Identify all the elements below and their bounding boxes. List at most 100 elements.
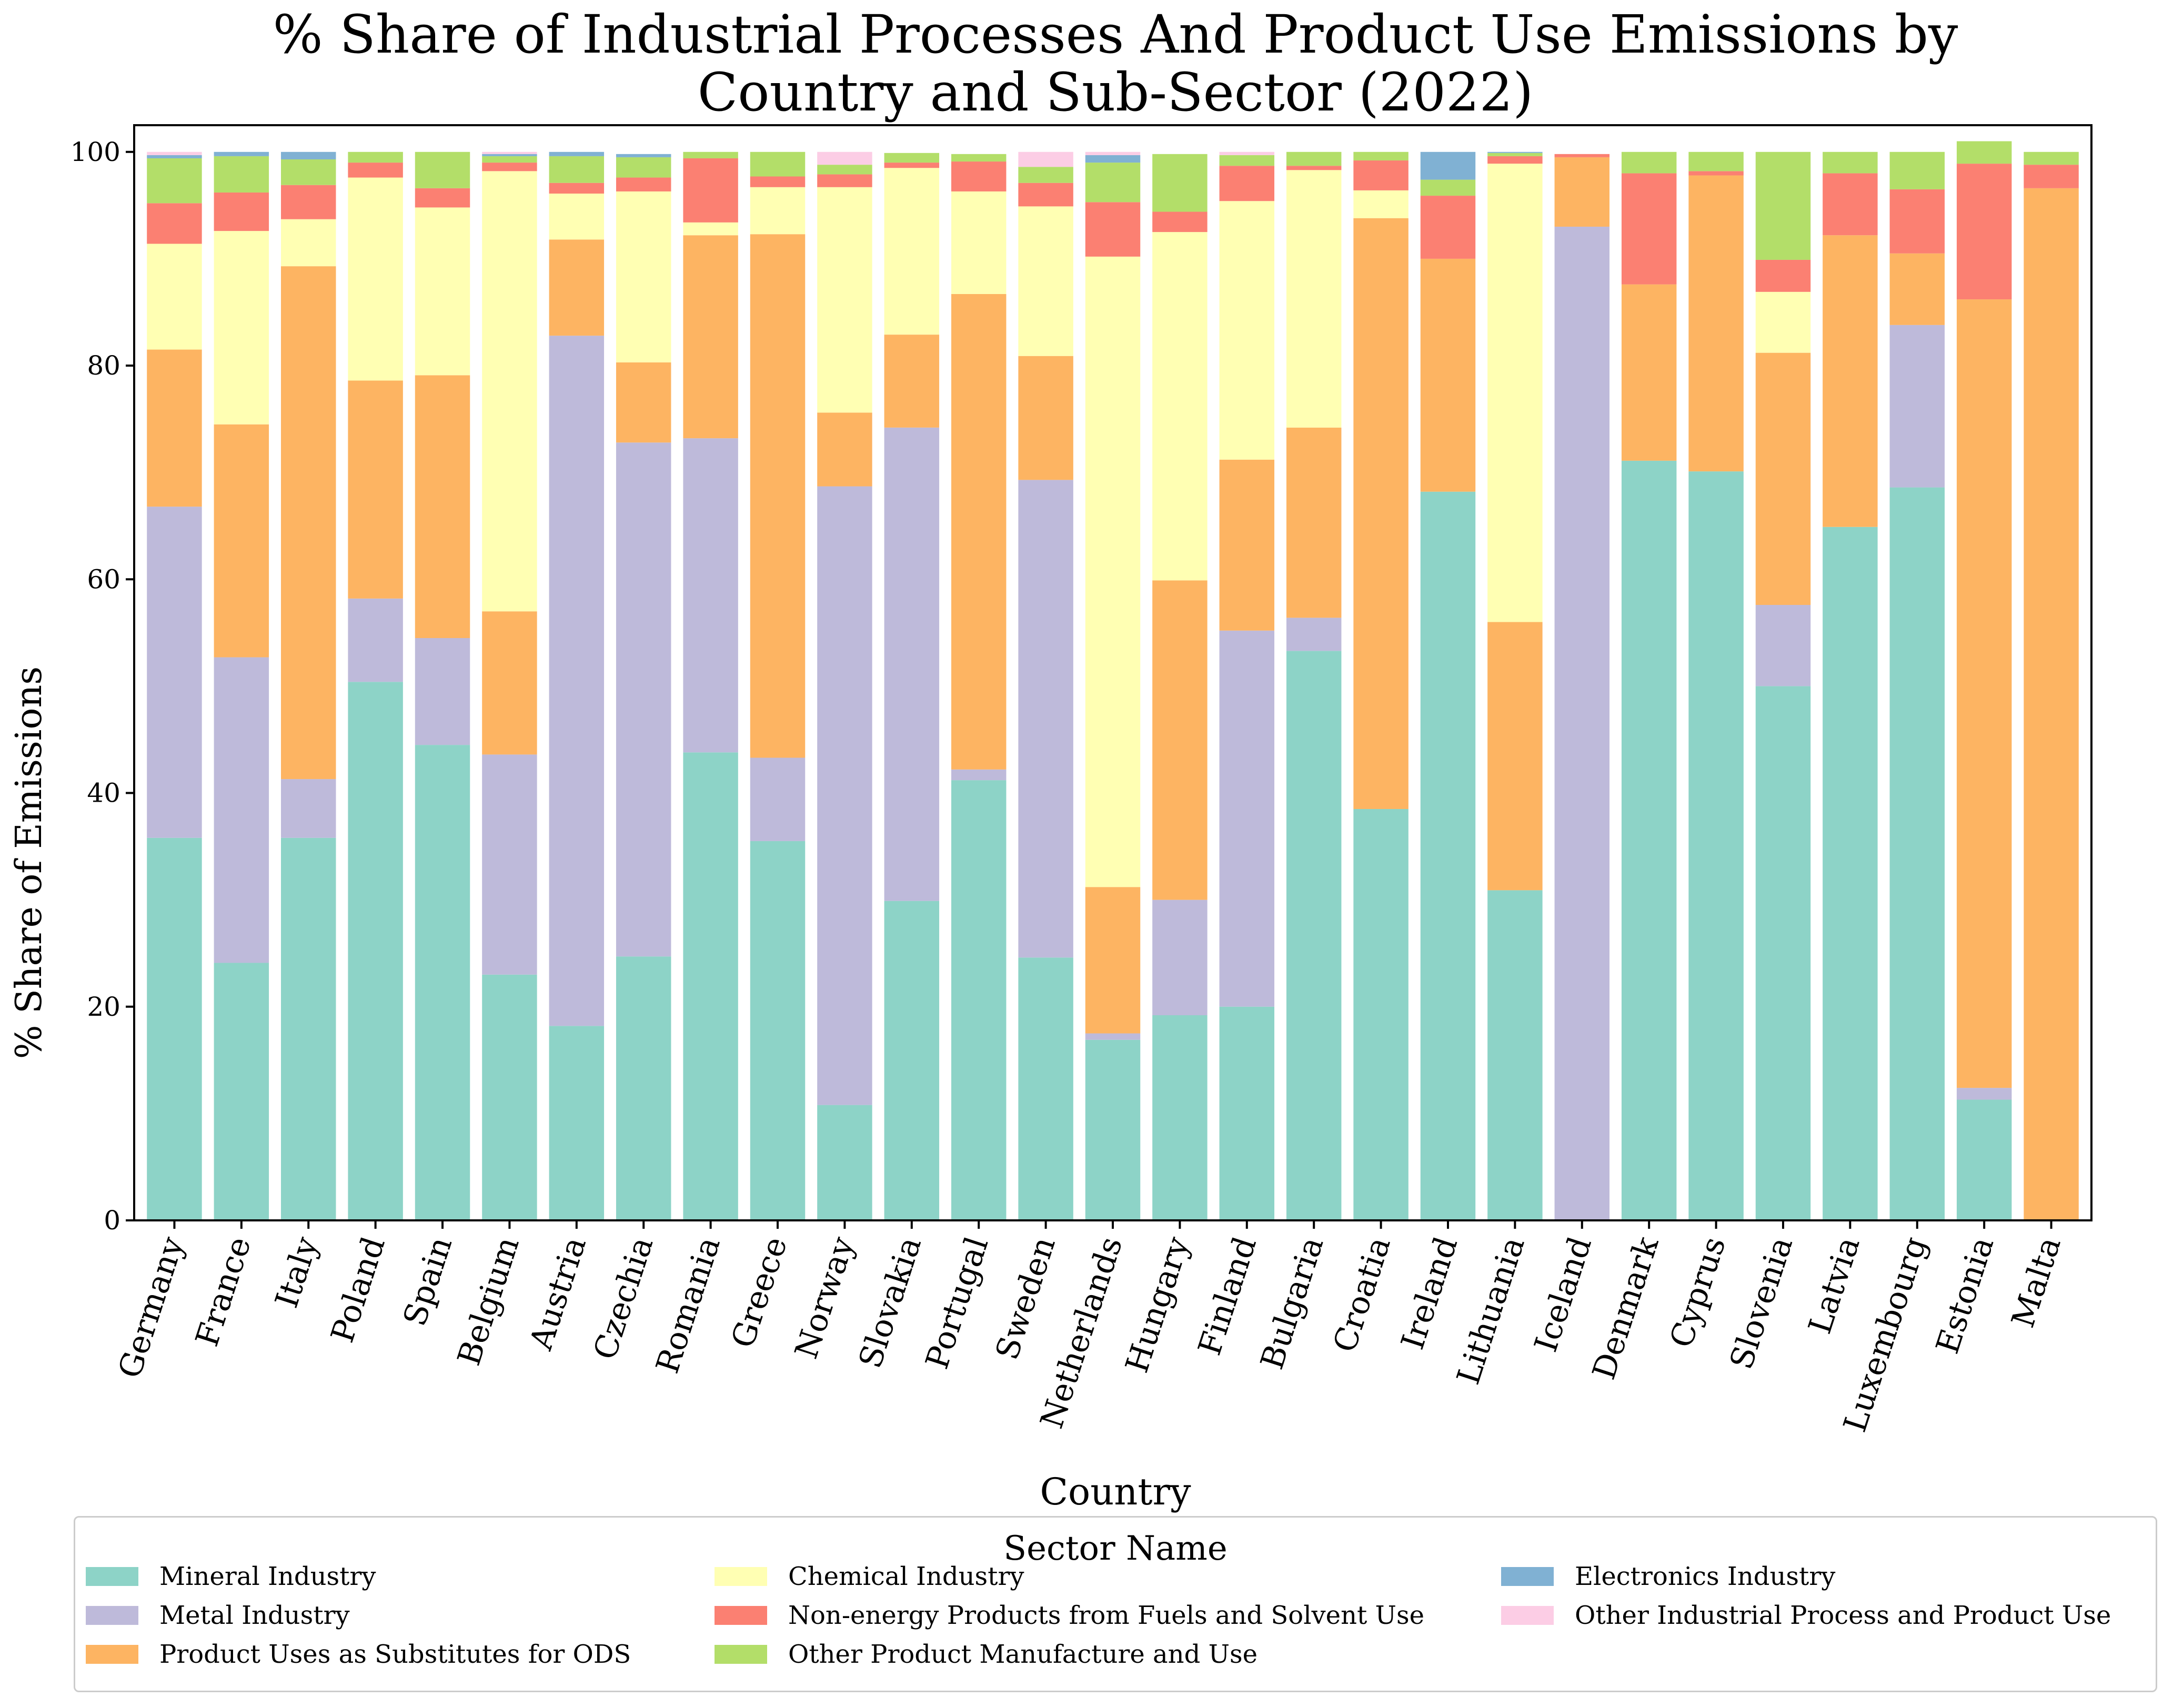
bar-segment-sweden-2: [1018, 356, 1073, 480]
bar-segment-poland-2: [348, 380, 403, 599]
x-tick-label-poland: Poland: [324, 1232, 393, 1347]
bar-segment-poland-3: [348, 177, 403, 381]
bar-segment-finland-3: [1219, 201, 1275, 460]
bar-stack-finland: [1219, 151, 1275, 1220]
bar-segment-finland-4: [1219, 166, 1275, 201]
bar-segment-poland-5: [348, 151, 403, 163]
y-tick-label: 100: [71, 137, 120, 167]
bar-segment-finland-1: [1219, 630, 1275, 1007]
bar-stack-bulgaria: [1286, 151, 1342, 1220]
bar-segment-malta-2: [2024, 188, 2079, 1221]
bar-segment-malta-5: [2024, 151, 2079, 165]
bar-segment-estonia-5: [1956, 141, 2012, 164]
bar-segment-france-2: [214, 424, 269, 658]
bar-segment-cyprus-4: [1688, 171, 1744, 176]
legend-swatch: [715, 1567, 767, 1586]
bar-segment-germany-7: [147, 151, 202, 155]
bar-segment-slovenia-5: [1755, 151, 1811, 260]
x-tick-label-lithuania: Lithuania: [1450, 1232, 1532, 1389]
bar-segment-luxembourg-4: [1889, 189, 1945, 254]
bar-segment-norway-3: [817, 187, 872, 413]
bar-segment-norway-4: [817, 174, 872, 187]
bar-segment-sweden-1: [1018, 480, 1073, 958]
bar-segment-bulgaria-1: [1286, 618, 1342, 651]
bar-stack-france: [214, 151, 269, 1220]
bar-segment-austria-0: [549, 1026, 605, 1220]
bar-segment-lithuania-6: [1487, 151, 1543, 153]
bar-stack-ireland: [1420, 151, 1476, 1221]
bar-segment-iceland-4: [1554, 154, 1610, 157]
bar-segment-croatia-2: [1353, 218, 1409, 809]
bar-segment-spain-0: [415, 745, 470, 1220]
legend-item: Metal Industry: [86, 1600, 350, 1631]
bar-segment-norway-0: [817, 1105, 872, 1220]
bar-segment-spain-2: [415, 375, 470, 638]
bar-segment-bulgaria-5: [1286, 151, 1342, 166]
bar-stack-malta: [2024, 151, 2079, 1221]
legend-item: Product Uses as Substitutes for ODS: [86, 1639, 631, 1670]
bar-segment-romania-0: [683, 752, 738, 1220]
bar-segment-croatia-3: [1353, 190, 1409, 218]
bar-segment-czechia-1: [616, 442, 671, 957]
legend-label: Other Industrial Process and Product Use: [1575, 1601, 2111, 1630]
x-tick-label-portugal: Portugal: [919, 1232, 996, 1373]
bar-segment-germany-0: [147, 837, 202, 1220]
x-tick-label-cyprus: Cyprus: [1663, 1232, 1733, 1352]
bar-segment-lithuania-0: [1487, 890, 1543, 1220]
x-tick-label-hungary: Hungary: [1119, 1232, 1197, 1377]
legend-swatch: [86, 1645, 138, 1664]
bar-segment-norway-7: [817, 151, 872, 165]
legend-item: Chemical Industry: [715, 1561, 1024, 1592]
bar-segment-portugal-3: [951, 191, 1007, 294]
bar-stack-estonia: [1956, 141, 2012, 1220]
bar-segment-portugal-2: [951, 294, 1007, 770]
x-tick-label-estonia: Estonia: [1929, 1232, 2001, 1358]
bar-segment-france-4: [214, 192, 269, 231]
bar-segment-cyprus-5: [1688, 151, 1744, 171]
legend-label: Product Uses as Substitutes for ODS: [159, 1640, 631, 1669]
bar-segment-austria-3: [549, 193, 605, 240]
bar-segment-romania-1: [683, 438, 738, 753]
x-tick-label-italy: Italy: [268, 1232, 326, 1312]
bar-segment-cyprus-0: [1688, 471, 1744, 1220]
bar-segment-poland-4: [348, 163, 403, 178]
legend-swatch: [1501, 1606, 1554, 1625]
bar-stack-lithuania: [1487, 151, 1543, 1220]
legend-swatch: [1501, 1567, 1554, 1586]
bar-segment-portugal-0: [951, 780, 1007, 1220]
bar-segment-italy-5: [281, 159, 336, 185]
legend-swatch: [86, 1606, 138, 1625]
bar-segment-czechia-0: [616, 956, 671, 1220]
bar-stack-italy: [281, 151, 336, 1220]
bar-segment-austria-2: [549, 239, 605, 336]
bar-segment-belgium-2: [482, 611, 537, 755]
bar-segment-iceland-1: [1554, 226, 1610, 1221]
x-tick-label-austria: Austria: [522, 1232, 593, 1355]
bar-stack-hungary: [1152, 154, 1208, 1220]
bar-segment-sweden-0: [1018, 957, 1073, 1220]
bar-stack-norway: [817, 151, 872, 1220]
bar-segment-slovakia-5: [884, 153, 940, 163]
bar-segment-france-0: [214, 963, 269, 1220]
bar-segment-belgium-0: [482, 974, 537, 1220]
stacked-bar-chart: % Share of Industrial Processes And Prod…: [8, 4, 2092, 1513]
bar-segment-slovenia-2: [1755, 352, 1811, 605]
bar-segment-luxembourg-2: [1889, 253, 1945, 325]
bar-segment-austria-4: [549, 183, 605, 194]
bar-segment-austria-1: [549, 336, 605, 1026]
bar-stack-cyprus: [1688, 151, 1744, 1220]
bar-segment-spain-5: [415, 151, 470, 188]
x-tick-label-croatia: Croatia: [1326, 1232, 1398, 1357]
bar-segment-croatia-4: [1353, 160, 1409, 190]
bar-segment-poland-1: [348, 598, 403, 682]
bar-segment-bulgaria-2: [1286, 427, 1342, 618]
bar-segment-romania-2: [683, 235, 738, 439]
bar-stack-greece: [750, 151, 806, 1220]
bar-segment-hungary-0: [1152, 1015, 1208, 1220]
legend-label: Chemical Industry: [788, 1562, 1024, 1591]
bar-segment-austria-5: [549, 156, 605, 183]
bar-segment-cyprus-2: [1688, 175, 1744, 472]
bar-segment-italy-0: [281, 837, 336, 1220]
bar-segment-belgium-6: [482, 154, 537, 156]
bar-segment-denmark-0: [1621, 460, 1677, 1220]
